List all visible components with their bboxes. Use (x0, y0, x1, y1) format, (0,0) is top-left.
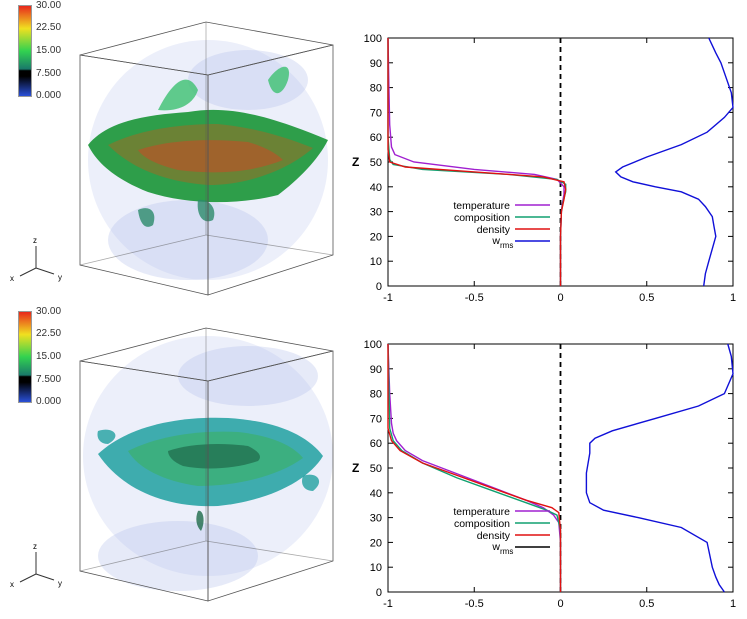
y-tick-label: 30 (370, 513, 382, 525)
y-tick-label: 80 (370, 83, 382, 95)
axes-triad: z x y (10, 236, 62, 282)
volume-render (79, 327, 334, 602)
colorbar-tick: 7.500 (36, 374, 62, 385)
volume-render (79, 21, 334, 296)
y-axis-label: Z (352, 461, 359, 475)
y-axis-label: Z (352, 155, 359, 169)
axes-triad: z x y (10, 542, 62, 588)
y-tick-label: 0 (376, 281, 382, 293)
axis-x-label: x (10, 580, 14, 588)
x-tick-label: 0 (557, 598, 563, 610)
y-tick-label: 60 (370, 132, 382, 144)
colorbar-tick: 30.00 (36, 306, 62, 317)
axis-y-label: y (58, 579, 62, 588)
series-line-composition (387, 343, 562, 592)
x-tick-label: 0 (557, 292, 563, 304)
legend-label-wrms: w (491, 541, 500, 553)
y-tick-label: 90 (370, 364, 382, 376)
colorbar-tick: 22.50 (36, 22, 62, 33)
colorbar-tick: 22.50 (36, 328, 62, 339)
x-tick-label: 0.5 (639, 292, 654, 304)
legend-label-wrms-sub: rms (500, 547, 513, 556)
panel-top: 30.00 22.50 15.00 7.500 0.000 (0, 0, 747, 305)
y-tick-label: 100 (364, 33, 382, 45)
legend-label: density (477, 224, 511, 236)
series-line-density (387, 344, 562, 592)
y-tick-label: 40 (370, 182, 382, 194)
y-tick-label: 70 (370, 413, 382, 425)
x-tick-label: -1 (383, 598, 393, 610)
y-tick-label: 30 (370, 207, 382, 219)
axis-y-label: y (58, 273, 62, 282)
bounding-cube (79, 21, 334, 296)
legend-label: temperature (453, 506, 510, 518)
y-tick-label: 40 (370, 488, 382, 500)
y-tick-label: 10 (370, 256, 382, 268)
y-tick-label: 80 (370, 389, 382, 401)
colorbar-tick: 15.00 (36, 45, 62, 56)
colorbar (18, 311, 32, 403)
profile-chart-top: 0 10 20 30 40 50 60 70 80 90 100 -1 -0.5 0 0.5 1 Ztemper… (352, 33, 736, 304)
isosurface-layer (97, 417, 323, 531)
y-tick-label: 50 (370, 463, 382, 475)
y-tick-label: 70 (370, 107, 382, 119)
legend-label-wrms-sub: rms (500, 241, 513, 250)
legend-label: temperature (453, 200, 510, 212)
profile-chart-bottom: 0 10 20 30 40 50 60 70 80 90 100 -1 -0.5 0 0.5 1 Ztemper… (352, 339, 736, 610)
colorbar-tick: 0.000 (36, 396, 62, 407)
colorbar (18, 5, 32, 97)
panel-bottom: 30.00 22.50 15.00 7.500 0.000 (0, 306, 747, 611)
x-tick-label: 0.5 (639, 598, 654, 610)
colorbar-tick: 30.00 (36, 0, 62, 11)
y-tick-label: 0 (376, 587, 382, 599)
series-line-density (387, 38, 567, 286)
y-tick-label: 90 (370, 58, 382, 70)
x-tick-label: -0.5 (465, 598, 484, 610)
colorbar-tick: 15.00 (36, 351, 62, 362)
axis-z-label: z (33, 236, 37, 245)
x-tick-label: -0.5 (465, 292, 484, 304)
series-line-temperature (387, 37, 565, 286)
legend-label: composition (454, 212, 510, 224)
x-tick-label: -1 (383, 292, 393, 304)
legend-label-wrms: w (491, 235, 500, 247)
colorbar-tick: 0.000 (36, 90, 62, 101)
y-tick-label: 20 (370, 537, 382, 549)
y-tick-label: 100 (364, 339, 382, 351)
y-tick-label: 10 (370, 562, 382, 574)
colorbar-tick: 7.500 (36, 68, 62, 79)
legend-label: composition (454, 518, 510, 530)
x-tick-label: 1 (730, 598, 736, 610)
bounding-cube (79, 327, 334, 602)
axis-x-label: x (10, 274, 14, 282)
x-tick-label: 1 (730, 292, 736, 304)
axis-z-label: z (33, 542, 37, 551)
series-line-wrms (585, 343, 734, 593)
series-line-wrms (614, 37, 734, 287)
y-tick-label: 50 (370, 157, 382, 169)
legend-label: density (477, 530, 511, 542)
y-tick-label: 20 (370, 231, 382, 243)
y-tick-label: 60 (370, 438, 382, 450)
series-line-temperature (387, 343, 562, 592)
